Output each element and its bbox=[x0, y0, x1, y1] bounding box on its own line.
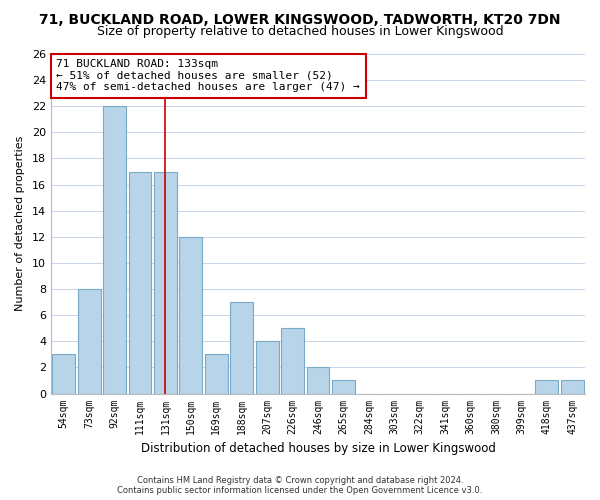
Bar bbox=[128, 172, 151, 394]
Bar bbox=[561, 380, 584, 394]
Bar bbox=[52, 354, 75, 394]
Text: Contains HM Land Registry data © Crown copyright and database right 2024.
Contai: Contains HM Land Registry data © Crown c… bbox=[118, 476, 482, 495]
Bar bbox=[256, 342, 278, 394]
Bar bbox=[230, 302, 253, 394]
Bar bbox=[307, 368, 329, 394]
Bar bbox=[103, 106, 126, 394]
Text: 71, BUCKLAND ROAD, LOWER KINGSWOOD, TADWORTH, KT20 7DN: 71, BUCKLAND ROAD, LOWER KINGSWOOD, TADW… bbox=[39, 12, 561, 26]
Bar bbox=[535, 380, 559, 394]
Bar bbox=[154, 172, 177, 394]
Bar bbox=[281, 328, 304, 394]
Text: Size of property relative to detached houses in Lower Kingswood: Size of property relative to detached ho… bbox=[97, 25, 503, 38]
Bar bbox=[205, 354, 228, 394]
Bar bbox=[179, 237, 202, 394]
Bar bbox=[78, 289, 101, 394]
Y-axis label: Number of detached properties: Number of detached properties bbox=[15, 136, 25, 312]
X-axis label: Distribution of detached houses by size in Lower Kingswood: Distribution of detached houses by size … bbox=[140, 442, 496, 455]
Text: 71 BUCKLAND ROAD: 133sqm
← 51% of detached houses are smaller (52)
47% of semi-d: 71 BUCKLAND ROAD: 133sqm ← 51% of detach… bbox=[56, 59, 360, 92]
Bar bbox=[332, 380, 355, 394]
